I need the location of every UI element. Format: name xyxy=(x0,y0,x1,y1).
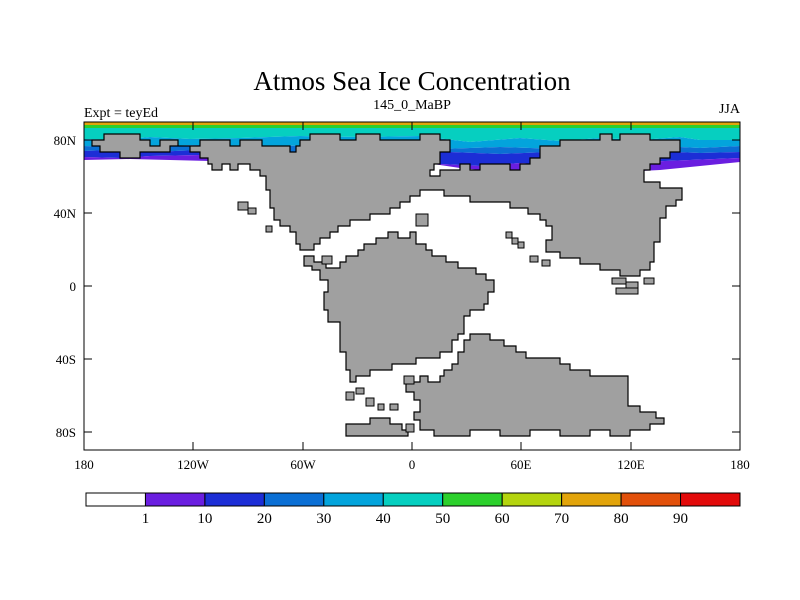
y-tick-label: 0 xyxy=(70,279,77,294)
island-layer xyxy=(237,201,655,433)
experiment-label: Expt = teyEd xyxy=(84,106,158,121)
y-tick-label: 40N xyxy=(54,206,77,221)
x-tick-label: 60W xyxy=(290,457,316,472)
colorbar-label: 60 xyxy=(495,511,510,527)
y-axis-labels: 80N 40N 0 40S 80S xyxy=(54,133,77,440)
colorbar-label: 1 xyxy=(142,511,150,527)
x-tick-label: 180 xyxy=(730,457,750,472)
colorbar-swatch xyxy=(263,492,325,507)
colorbar-swatch xyxy=(204,492,265,507)
axis-ticks xyxy=(83,122,741,450)
x-axis-labels: 180 120W 60W 0 60E 120E 180 xyxy=(74,457,750,472)
x-tick-label: 0 xyxy=(409,457,416,472)
x-tick-label: 120W xyxy=(177,457,210,472)
colorbar-label: 90 xyxy=(673,511,688,527)
land-layer xyxy=(91,133,683,437)
age-label: 145_0_MaBP xyxy=(373,98,451,113)
x-tick-label: 60E xyxy=(511,457,532,472)
y-tick-label: 80N xyxy=(54,133,77,148)
land-southern-islands xyxy=(345,417,409,437)
colorbar-swatch xyxy=(501,492,563,507)
y-tick-label: 80S xyxy=(56,425,76,440)
colorbar-labels: 1 10 20 30 40 50 60 70 80 90 xyxy=(142,511,688,527)
colorbar-label: 20 xyxy=(257,511,272,527)
colorbar-label: 40 xyxy=(376,511,391,527)
colorbar-swatch xyxy=(382,492,444,507)
colorbar-swatch xyxy=(680,492,741,507)
land-southern xyxy=(405,333,665,437)
colorbar-swatch xyxy=(144,492,206,507)
colorbar-swatch xyxy=(442,492,503,507)
figure-title: Atmos Sea Ice Concentration xyxy=(253,66,571,96)
colorbar-label: 80 xyxy=(614,511,629,527)
colorbar-label: 10 xyxy=(197,511,212,527)
colorbar-swatch xyxy=(85,492,146,507)
land-northern xyxy=(91,133,683,277)
colorbar-swatch xyxy=(561,492,622,507)
colorbar-label: 70 xyxy=(554,511,569,527)
land-south-america-africa xyxy=(303,231,495,383)
colorbar-swatch xyxy=(323,492,384,507)
colorbar-label: 50 xyxy=(435,511,450,527)
x-tick-label: 180 xyxy=(74,457,94,472)
x-tick-label: 120E xyxy=(617,457,645,472)
colorbar-swatch xyxy=(620,492,682,507)
season-label: JJA xyxy=(719,102,741,117)
colorbar-label: 30 xyxy=(316,511,331,527)
y-tick-label: 40S xyxy=(56,352,76,367)
colorbar xyxy=(85,492,741,507)
